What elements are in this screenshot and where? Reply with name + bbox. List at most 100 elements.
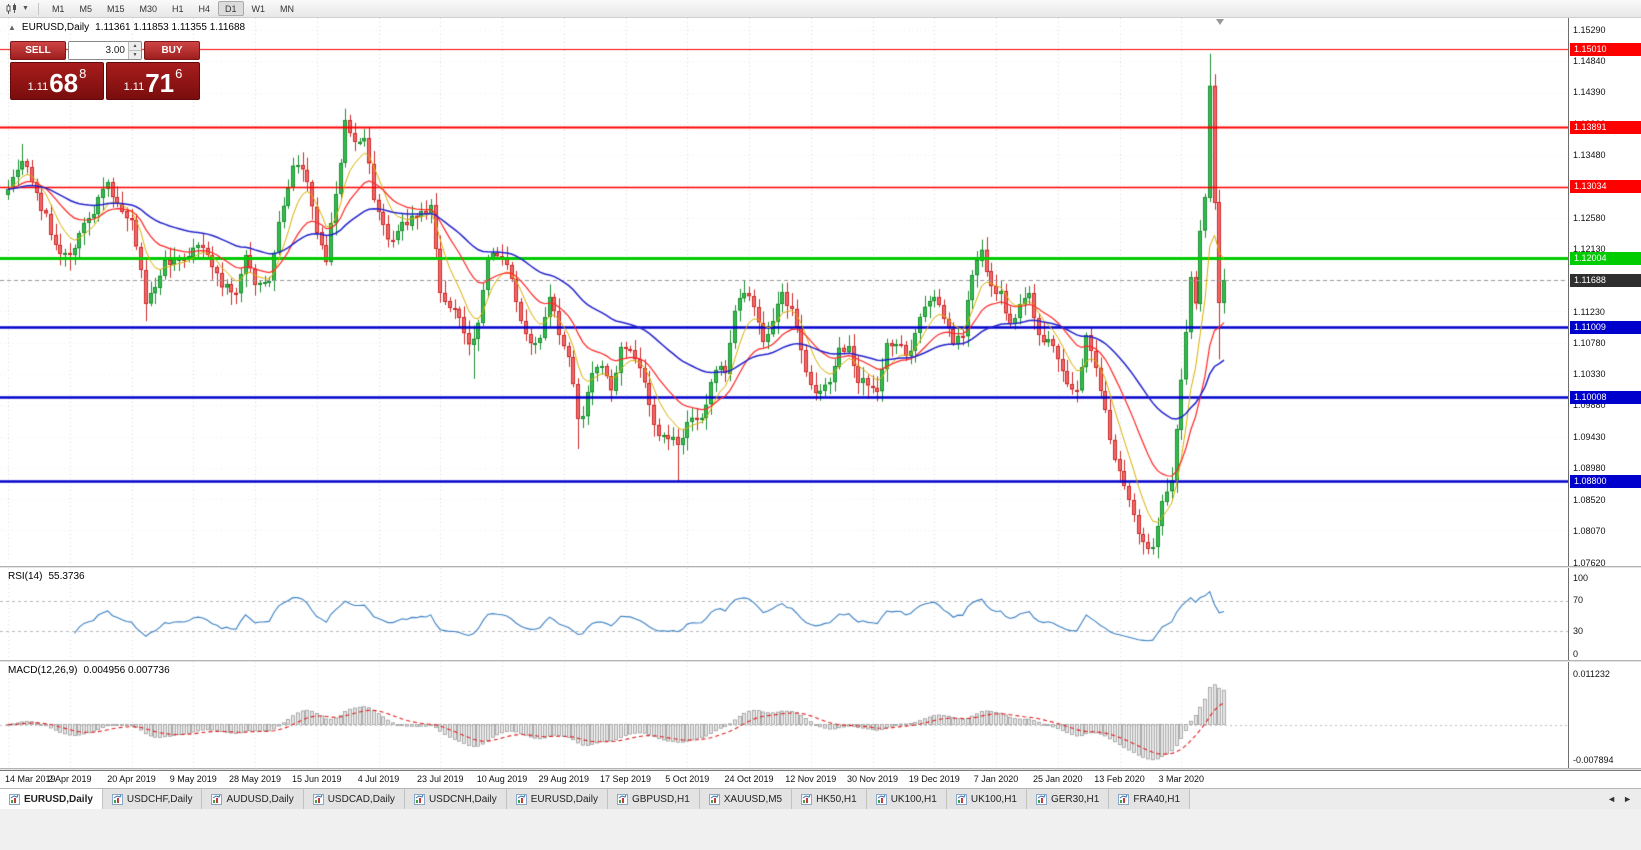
tab-XAUUSD-M5[interactable]: XAUUSD,M5 <box>699 789 793 809</box>
time-axis[interactable]: 14 Mar 2019 2 Apr 2019 20 Apr 2019 9 May 20… <box>0 770 1641 788</box>
tab-label: XAUUSD,M5 <box>723 793 783 805</box>
tab-AUDUSD-Daily[interactable]: AUDUSD,Daily <box>202 789 304 809</box>
chart-shift-marker[interactable] <box>1216 19 1224 25</box>
spread-decrease-button[interactable]: ▼ <box>129 51 141 59</box>
tab-EURUSD-Daily[interactable]: EURUSD,Daily <box>0 789 103 809</box>
rsi-canvas[interactable] <box>0 568 1568 660</box>
time-label: 29 Aug 2019 <box>538 774 590 784</box>
rsi-value: 55.3736 <box>48 571 85 582</box>
tab-UK100-H1[interactable]: UK100,H1 <box>866 789 947 809</box>
tab-USDCHF-Daily[interactable]: USDCHF,Daily <box>102 789 203 809</box>
tab-GER30-H1[interactable]: GER30,H1 <box>1026 789 1110 809</box>
timeframe-button-MN[interactable]: MN <box>273 1 301 16</box>
tab-chart-icon <box>955 793 967 805</box>
tab-chart-icon <box>211 793 223 805</box>
tab-chart-icon <box>515 793 527 805</box>
time-label: 7 Jan 2020 <box>973 774 1019 784</box>
buy-price-display[interactable]: 1.11 71 6 <box>106 62 200 100</box>
axis-tick-label: 1.08980 <box>1573 462 1606 473</box>
tab-EURUSD-Daily[interactable]: EURUSD,Daily <box>506 789 608 809</box>
axis-tick-label: 1.08070 <box>1573 526 1606 537</box>
price-badge-1.08800: 1.08800 <box>1570 474 1641 488</box>
time-label: 3 Mar 2020 <box>1158 774 1205 784</box>
time-label: 2 Apr 2019 <box>47 774 92 784</box>
tab-HK50-H1[interactable]: HK50,H1 <box>792 789 867 809</box>
chart-type-dropdown-icon[interactable]: ▼ <box>22 5 29 12</box>
tab-scroll-left-icon[interactable]: ◄ <box>1607 794 1617 804</box>
rsi-axis-label: 100 <box>1573 572 1589 583</box>
time-label: 5 Oct 2019 <box>665 774 710 784</box>
tab-chart-icon <box>9 793 20 805</box>
spread-input[interactable] <box>69 42 128 59</box>
price-badge-1.13034: 1.13034 <box>1570 180 1641 194</box>
tab-chart-icon <box>111 793 123 805</box>
timeframe-button-M5[interactable]: M5 <box>72 1 99 16</box>
tab-USDCNH-Daily[interactable]: USDCNH,Daily <box>404 789 507 809</box>
macd-axis-max-label: 0.011232 <box>1573 668 1610 679</box>
time-label: 10 Aug 2019 <box>476 774 528 784</box>
time-label: 19 Dec 2019 <box>908 774 960 784</box>
macd-canvas[interactable] <box>0 662 1568 768</box>
sell-price-display[interactable]: 1.11 68 8 <box>10 62 104 100</box>
price-axis[interactable]: 1.152901.148401.143901.139301.134801.125… <box>1568 18 1641 770</box>
tab-chart-icon <box>801 793 813 805</box>
tab-label: EURUSD,Daily <box>24 793 93 805</box>
one-click-trading-panel: SELL ▲ ▼ BUY 1.11 68 8 1.11 <box>10 41 200 100</box>
timeframe-button-M15[interactable]: M15 <box>100 1 132 16</box>
buy-button[interactable]: BUY <box>144 41 200 60</box>
timeframe-button-W1[interactable]: W1 <box>245 1 273 16</box>
rsi-header: RSI(14) 55.3736 <box>8 571 85 582</box>
axis-tick-label: 1.09430 <box>1573 431 1606 442</box>
sell-price-pip: 8 <box>79 66 87 81</box>
panel-separator[interactable] <box>0 660 1641 662</box>
window-background <box>0 809 1641 850</box>
macd-values: 0.004956 0.007736 <box>83 665 170 676</box>
spread-increase-button[interactable]: ▲ <box>129 42 141 51</box>
spread-control: ▲ ▼ <box>68 41 142 60</box>
tab-chart-icon <box>1118 793 1130 805</box>
timeframe-button-H1[interactable]: H1 <box>165 1 191 16</box>
tab-chart-icon <box>312 793 324 805</box>
panel-separator[interactable] <box>0 566 1641 568</box>
tab-chart-icon <box>708 793 720 805</box>
macd-axis-min-label: -0.007894 <box>1573 754 1614 765</box>
time-label: 4 Jul 2019 <box>357 774 400 784</box>
time-label: 9 May 2019 <box>169 774 217 784</box>
tab-label: USDCAD,Daily <box>327 793 395 805</box>
chart-tabs: EURUSD,Daily USDCHF,Daily AUDUSD,Daily USDC… <box>0 788 1641 809</box>
axis-tick-label: 1.10330 <box>1573 369 1606 380</box>
buy-price-pip: 6 <box>175 66 183 81</box>
timeframe-button-H4[interactable]: H4 <box>192 1 218 16</box>
timeframe-button-D1[interactable]: D1 <box>218 1 244 16</box>
tab-UK100-H1[interactable]: UK100,H1 <box>946 789 1027 809</box>
tab-GBPUSD-H1[interactable]: GBPUSD,H1 <box>607 789 700 809</box>
tab-label: UK100,H1 <box>890 793 937 805</box>
tab-USDCAD-Daily[interactable]: USDCAD,Daily <box>303 789 405 809</box>
one-click-collapse-icon[interactable]: ▲ <box>8 23 16 32</box>
timeframe-button-M30[interactable]: M30 <box>132 1 164 16</box>
axis-tick-label: 1.10780 <box>1573 337 1606 348</box>
tab-FRA40-H1[interactable]: FRA40,H1 <box>1109 789 1191 809</box>
chart-toolbar: ▼ M1 M5 M15 M30 H1 H4 D1 W1 MN <box>0 0 1641 18</box>
macd-header: MACD(12,26,9) 0.004956 0.007736 <box>8 665 170 676</box>
rsi-axis-label: 0 <box>1573 648 1579 659</box>
chart-type-icon[interactable] <box>4 2 21 16</box>
panel-separator[interactable] <box>0 768 1641 770</box>
tab-chart-icon <box>875 793 887 805</box>
axis-tick-label: 1.12580 <box>1573 212 1606 223</box>
axis-tick-label: 1.11230 <box>1573 306 1605 317</box>
chart-area: 1.152901.148401.143901.139301.134801.125… <box>0 18 1641 770</box>
tab-chart-icon <box>616 793 628 805</box>
toolbar-separator <box>37 2 39 15</box>
timeframe-button-M1[interactable]: M1 <box>45 1 72 16</box>
tab-chart-icon <box>1035 793 1047 805</box>
chart-ohlc-header: ▲ EURUSD,Daily 1.11361 1.11853 1.11355 1… <box>8 22 245 33</box>
sell-button[interactable]: SELL <box>10 41 66 60</box>
main-chart-canvas[interactable] <box>0 18 1568 566</box>
tab-label: GER30,H1 <box>1050 793 1100 805</box>
current-price-badge: 1.11688 <box>1570 273 1641 287</box>
time-label: 28 May 2019 <box>228 774 282 784</box>
tab-label: USDCNH,Daily <box>428 793 497 805</box>
tab-scroll-right-icon[interactable]: ► <box>1623 794 1632 804</box>
